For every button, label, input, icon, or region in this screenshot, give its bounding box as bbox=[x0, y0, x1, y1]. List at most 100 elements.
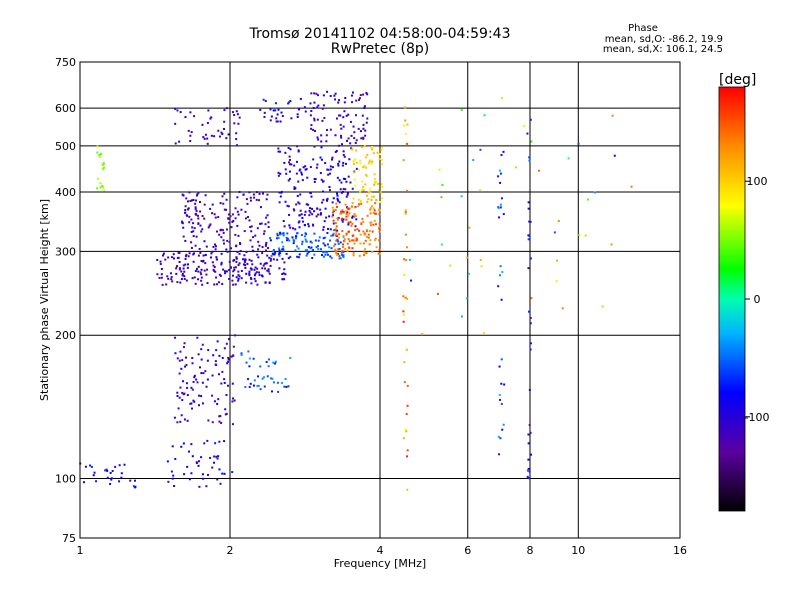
data-point bbox=[204, 262, 207, 265]
data-point bbox=[205, 273, 208, 276]
data-point bbox=[353, 215, 356, 218]
data-point bbox=[235, 138, 238, 141]
data-point bbox=[218, 233, 221, 236]
data-point bbox=[257, 248, 260, 251]
data-point bbox=[346, 139, 349, 142]
data-point bbox=[198, 485, 201, 488]
data-point bbox=[381, 197, 384, 200]
data-point bbox=[194, 282, 197, 285]
data-point bbox=[369, 212, 372, 215]
data-point bbox=[335, 227, 338, 230]
data-point bbox=[329, 239, 332, 242]
data-point bbox=[109, 482, 112, 485]
data-point bbox=[134, 485, 137, 488]
data-point bbox=[335, 149, 338, 152]
data-point bbox=[284, 200, 287, 203]
data-point bbox=[342, 218, 345, 221]
data-point bbox=[313, 253, 316, 256]
data-point bbox=[309, 166, 312, 169]
data-point bbox=[202, 477, 205, 480]
data-point bbox=[346, 249, 349, 252]
data-point bbox=[258, 244, 261, 247]
data-point bbox=[347, 113, 350, 116]
data-point bbox=[232, 283, 235, 286]
data-point bbox=[175, 267, 178, 270]
data-point bbox=[182, 226, 185, 229]
data-point bbox=[365, 173, 368, 176]
data-point bbox=[219, 202, 222, 205]
data-point bbox=[304, 168, 307, 171]
data-point bbox=[288, 213, 291, 216]
data-point bbox=[193, 374, 196, 377]
data-point bbox=[192, 260, 195, 263]
data-point bbox=[98, 153, 101, 156]
data-point bbox=[250, 259, 253, 262]
data-point bbox=[298, 253, 301, 256]
data-point bbox=[405, 246, 408, 249]
data-point bbox=[329, 128, 332, 131]
data-point bbox=[350, 224, 353, 227]
data-point bbox=[404, 212, 407, 215]
data-point bbox=[259, 108, 262, 111]
data-point bbox=[234, 217, 237, 220]
data-point bbox=[288, 161, 291, 164]
data-point bbox=[342, 250, 345, 253]
data-point bbox=[243, 261, 246, 264]
data-point bbox=[259, 365, 262, 368]
data-point bbox=[310, 124, 313, 127]
data-point bbox=[334, 98, 337, 101]
data-point bbox=[254, 266, 257, 269]
data-point bbox=[267, 247, 270, 250]
data-point bbox=[284, 151, 287, 154]
data-point bbox=[359, 159, 362, 162]
data-point bbox=[361, 180, 364, 183]
data-point bbox=[295, 160, 298, 163]
data-point bbox=[354, 229, 357, 232]
data-point bbox=[406, 189, 409, 192]
data-point bbox=[252, 384, 255, 387]
data-point bbox=[312, 223, 315, 226]
data-point bbox=[222, 268, 225, 271]
data-point bbox=[185, 364, 188, 367]
data-point bbox=[294, 237, 297, 240]
data-point bbox=[313, 119, 316, 122]
data-point bbox=[276, 381, 279, 384]
data-point bbox=[267, 365, 270, 368]
data-point bbox=[320, 146, 323, 149]
data-point bbox=[593, 191, 596, 194]
data-point bbox=[221, 195, 224, 198]
data-point bbox=[214, 270, 217, 273]
data-point bbox=[188, 215, 191, 218]
data-point bbox=[297, 180, 300, 183]
data-point bbox=[440, 196, 443, 199]
data-point bbox=[303, 213, 306, 216]
data-point bbox=[278, 201, 281, 204]
data-point bbox=[528, 220, 531, 223]
data-point bbox=[258, 273, 261, 276]
data-point bbox=[269, 257, 272, 260]
data-point bbox=[207, 419, 210, 422]
data-point bbox=[248, 270, 251, 273]
data-point bbox=[174, 352, 177, 355]
data-point bbox=[331, 215, 334, 218]
data-point bbox=[255, 198, 258, 201]
data-point bbox=[312, 158, 315, 161]
data-point bbox=[320, 134, 323, 137]
data-point bbox=[84, 465, 87, 468]
data-point bbox=[207, 349, 210, 352]
data-point bbox=[499, 181, 502, 184]
data-point bbox=[359, 242, 362, 245]
data-point bbox=[483, 331, 486, 334]
data-point bbox=[111, 470, 114, 473]
data-point bbox=[243, 254, 246, 257]
data-point bbox=[528, 388, 531, 391]
data-point bbox=[170, 276, 173, 279]
data-point bbox=[529, 257, 532, 260]
data-point bbox=[317, 239, 320, 242]
data-point bbox=[289, 226, 292, 229]
data-point bbox=[281, 278, 284, 281]
data-point bbox=[377, 189, 380, 192]
data-point bbox=[174, 122, 177, 125]
data-point bbox=[378, 230, 381, 233]
data-point bbox=[221, 356, 224, 359]
